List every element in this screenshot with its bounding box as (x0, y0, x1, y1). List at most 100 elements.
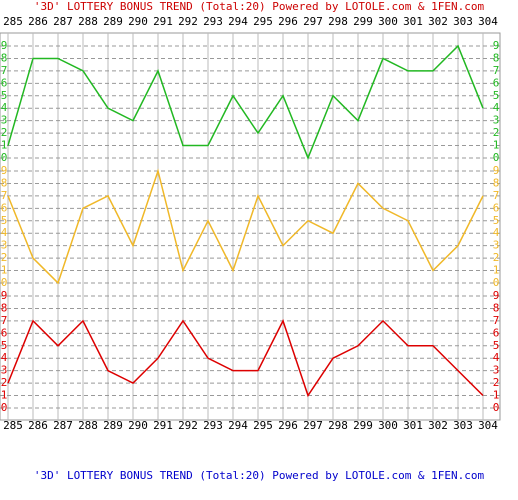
chart-footer: '3D' LOTTERY BONUS TREND (Total:20) Powe… (34, 469, 485, 482)
x-tick-label: 290 (128, 419, 148, 432)
y-tick-label: 4 (1, 226, 8, 239)
x-tick-label: 303 (453, 15, 473, 28)
y-tick-label: 5 (493, 214, 500, 227)
x-tick-label: 288 (78, 419, 98, 432)
x-tick-label: 301 (403, 15, 423, 28)
y-tick-label: 9 (493, 39, 500, 52)
y-tick-label: 0 (1, 401, 8, 414)
trend-line (7, 168, 484, 285)
y-tick-label: 1 (1, 139, 8, 152)
y-tick-label: 1 (1, 389, 8, 402)
x-tick-label: 296 (278, 419, 298, 432)
x-tick-label: 287 (53, 419, 73, 432)
y-tick-label: 5 (493, 89, 500, 102)
x-tick-label: 293 (203, 15, 223, 28)
x-tick-label: 304 (478, 419, 498, 432)
x-tick-label: 291 (153, 419, 173, 432)
x-tick-label: 303 (453, 419, 473, 432)
plot-frame (0, 32, 501, 421)
y-tick-label: 4 (1, 351, 8, 364)
y-tick-label: 7 (493, 314, 500, 327)
y-tick-label: 0 (493, 276, 500, 289)
y-tick-label: 2 (493, 126, 500, 139)
y-tick-label: 5 (1, 339, 8, 352)
y-tick-label: 0 (1, 151, 8, 164)
y-tick-label: 8 (493, 301, 500, 314)
x-tick-label: 299 (353, 419, 373, 432)
y-tick-label: 6 (493, 326, 500, 339)
x-tick-label: 297 (303, 15, 323, 28)
x-tick-label: 301 (403, 419, 423, 432)
y-tick-label: 8 (1, 176, 8, 189)
x-tick-label: 286 (28, 419, 48, 432)
x-tick-label: 298 (328, 15, 348, 28)
y-tick-label: 7 (1, 189, 8, 202)
y-tick-label: 4 (493, 101, 500, 114)
y-tick-label: 2 (1, 376, 8, 389)
x-tick-label: 297 (303, 419, 323, 432)
x-tick-label: 288 (78, 15, 98, 28)
y-tick-label: 2 (1, 251, 8, 264)
y-tick-label: 6 (1, 76, 8, 89)
x-tick-label: 285 (3, 419, 23, 432)
y-tick-label: 6 (1, 326, 8, 339)
y-tick-label: 3 (493, 239, 500, 252)
x-tick-label: 298 (328, 419, 348, 432)
y-tick-label: 1 (1, 264, 8, 277)
trend-line (7, 318, 484, 398)
y-tick-label: 3 (1, 114, 8, 127)
y-tick-label: 3 (1, 364, 8, 377)
x-tick-label: 295 (253, 15, 273, 28)
y-tick-label: 7 (493, 64, 500, 77)
x-tick-label: 296 (278, 15, 298, 28)
x-tick-label: 286 (28, 15, 48, 28)
x-tick-label: 289 (103, 419, 123, 432)
y-tick-label: 0 (1, 276, 8, 289)
x-tick-label: 287 (53, 15, 73, 28)
y-tick-label: 3 (493, 114, 500, 127)
y-tick-label: 9 (493, 289, 500, 302)
y-tick-label: 8 (1, 51, 8, 64)
y-tick-label: 6 (493, 76, 500, 89)
x-tick-label: 299 (353, 15, 373, 28)
x-tick-label: 290 (128, 15, 148, 28)
x-tick-label: 292 (178, 15, 198, 28)
y-tick-label: 8 (1, 301, 8, 314)
y-tick-label: 1 (493, 389, 500, 402)
x-tick-label: 300 (378, 419, 398, 432)
y-tick-label: 7 (1, 314, 8, 327)
y-tick-label: 2 (493, 251, 500, 264)
x-tick-label: 295 (253, 419, 273, 432)
x-tick-label: 293 (203, 419, 223, 432)
y-tick-label: 5 (493, 339, 500, 352)
y-tick-label: 5 (1, 89, 8, 102)
y-tick-label: 9 (493, 164, 500, 177)
x-tick-label: 304 (478, 15, 498, 28)
y-tick-label: 4 (1, 101, 8, 114)
y-tick-label: 2 (1, 126, 8, 139)
x-tick-label: 291 (153, 15, 173, 28)
y-tick-label: 1 (493, 139, 500, 152)
y-tick-label: 6 (493, 201, 500, 214)
y-tick-label: 2 (493, 376, 500, 389)
x-tick-label: 302 (428, 15, 448, 28)
y-tick-label: 9 (1, 289, 8, 302)
x-tick-label: 292 (178, 419, 198, 432)
y-tick-label: 1 (493, 264, 500, 277)
x-tick-label: 302 (428, 419, 448, 432)
x-tick-label: 294 (228, 419, 248, 432)
y-tick-label: 8 (493, 51, 500, 64)
y-tick-label: 6 (1, 201, 8, 214)
y-tick-label: 4 (493, 351, 500, 364)
y-tick-label: 4 (493, 226, 500, 239)
y-tick-label: 0 (493, 401, 500, 414)
y-tick-label: 0 (493, 151, 500, 164)
x-tick-label: 294 (228, 15, 248, 28)
y-tick-label: 9 (1, 39, 8, 52)
x-tick-label: 300 (378, 15, 398, 28)
y-tick-label: 7 (1, 64, 8, 77)
y-tick-label: 3 (493, 364, 500, 377)
y-tick-label: 9 (1, 164, 8, 177)
x-tick-label: 289 (103, 15, 123, 28)
